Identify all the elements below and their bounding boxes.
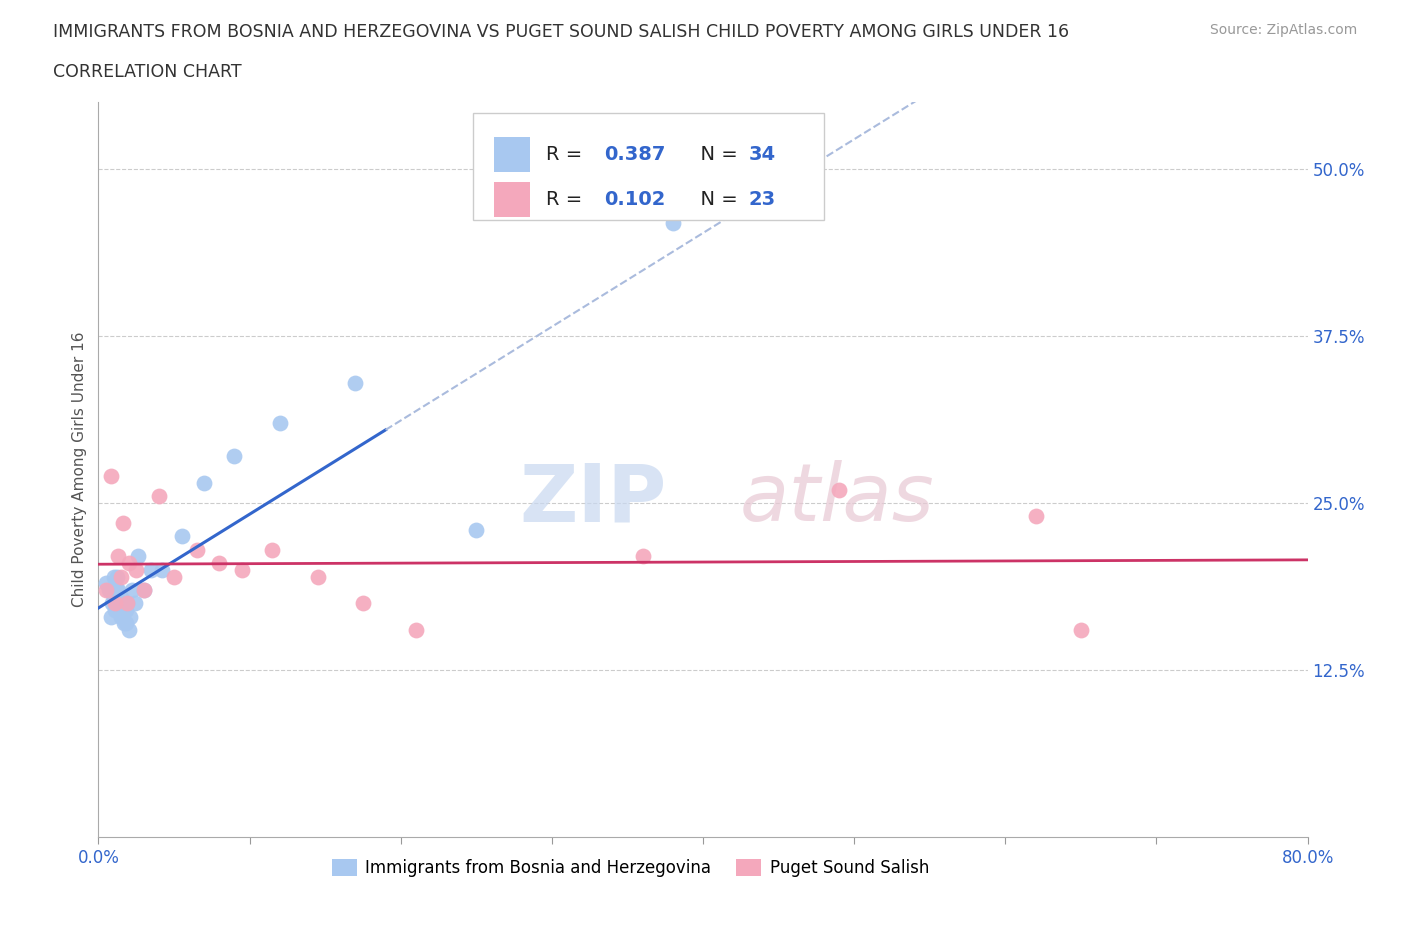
- Point: [231, 563, 253, 578]
- Point: [118, 556, 141, 571]
- Point: [631, 549, 654, 564]
- Point: [94, 576, 117, 591]
- Point: [170, 529, 193, 544]
- Point: [114, 603, 136, 618]
- Point: [108, 596, 131, 611]
- Point: [132, 582, 155, 597]
- Y-axis label: Child Poverty Among Girls Under 16: Child Poverty Among Girls Under 16: [72, 332, 87, 607]
- Point: [269, 416, 291, 431]
- Point: [110, 569, 132, 584]
- Point: [1070, 622, 1092, 637]
- Point: [107, 582, 129, 597]
- Point: [94, 582, 117, 597]
- Point: [150, 563, 173, 578]
- Point: [262, 542, 284, 557]
- Text: R =: R =: [546, 190, 588, 209]
- Point: [115, 596, 138, 611]
- FancyBboxPatch shape: [494, 137, 530, 172]
- Text: Source: ZipAtlas.com: Source: ZipAtlas.com: [1209, 23, 1357, 37]
- Point: [103, 589, 125, 604]
- Point: [111, 515, 134, 530]
- Point: [107, 596, 129, 611]
- Text: 0.387: 0.387: [603, 145, 665, 165]
- Point: [465, 523, 488, 538]
- Point: [110, 609, 132, 624]
- Point: [124, 596, 146, 611]
- Point: [125, 563, 148, 578]
- Text: atlas: atlas: [740, 460, 934, 538]
- Point: [110, 589, 132, 604]
- Point: [141, 563, 163, 578]
- Point: [112, 616, 135, 631]
- Point: [405, 622, 427, 637]
- Text: 0.102: 0.102: [603, 190, 665, 209]
- FancyBboxPatch shape: [494, 181, 530, 217]
- Point: [105, 569, 128, 584]
- Point: [101, 596, 124, 611]
- Point: [107, 549, 129, 564]
- Point: [163, 569, 186, 584]
- Point: [148, 489, 170, 504]
- Legend: Immigrants from Bosnia and Herzegovina, Puget Sound Salish: Immigrants from Bosnia and Herzegovina, …: [325, 852, 935, 883]
- Point: [1024, 509, 1046, 524]
- Text: N =: N =: [689, 145, 745, 165]
- Text: CORRELATION CHART: CORRELATION CHART: [53, 63, 242, 81]
- Point: [98, 582, 121, 597]
- Point: [111, 596, 134, 611]
- Point: [104, 596, 127, 611]
- Point: [224, 449, 246, 464]
- Point: [307, 569, 329, 584]
- Point: [114, 616, 136, 631]
- Point: [118, 622, 141, 637]
- Point: [344, 376, 367, 391]
- Point: [828, 483, 851, 498]
- Text: 34: 34: [749, 145, 776, 165]
- Text: IMMIGRANTS FROM BOSNIA AND HERZEGOVINA VS PUGET SOUND SALISH CHILD POVERTY AMONG: IMMIGRANTS FROM BOSNIA AND HERZEGOVINA V…: [53, 23, 1070, 41]
- Point: [120, 609, 142, 624]
- Point: [104, 603, 127, 618]
- Point: [127, 549, 149, 564]
- Text: 23: 23: [749, 190, 776, 209]
- Point: [186, 542, 208, 557]
- Point: [100, 609, 122, 624]
- Point: [208, 556, 231, 571]
- Text: N =: N =: [689, 190, 745, 209]
- Point: [121, 582, 143, 597]
- Point: [193, 475, 215, 490]
- FancyBboxPatch shape: [474, 113, 824, 219]
- Point: [100, 469, 122, 484]
- Point: [115, 596, 138, 611]
- Text: R =: R =: [546, 145, 588, 165]
- Text: ZIP: ZIP: [519, 460, 666, 538]
- Point: [105, 582, 128, 597]
- Point: [661, 215, 683, 230]
- Point: [103, 569, 125, 584]
- Point: [132, 582, 155, 597]
- Point: [352, 596, 374, 611]
